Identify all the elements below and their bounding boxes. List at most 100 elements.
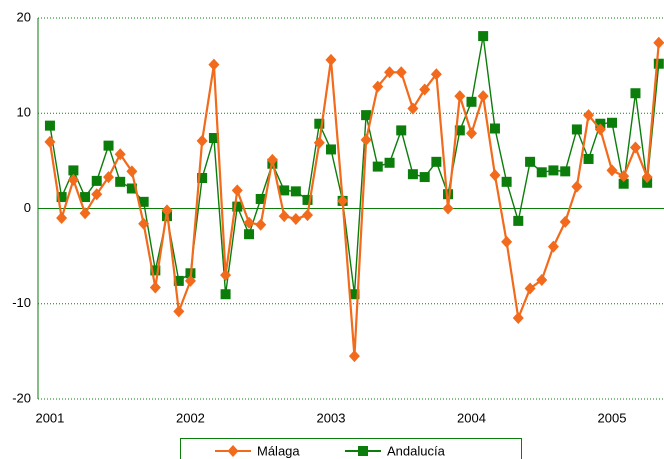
marker: [208, 58, 220, 71]
marker: [313, 136, 325, 149]
marker: [431, 156, 442, 167]
legend: Málaga Andalucía: [215, 443, 446, 458]
series-layer: [44, 31, 664, 363]
marker: [583, 153, 594, 164]
marker: [197, 173, 208, 184]
marker: [325, 144, 336, 155]
marker: [44, 120, 55, 131]
series-line: [49, 35, 660, 295]
marker: [161, 204, 173, 217]
marker: [361, 110, 372, 121]
marker: [512, 312, 524, 325]
marker: [419, 172, 430, 183]
marker: [501, 176, 512, 187]
marker: [454, 90, 466, 103]
marker: [430, 68, 442, 81]
x-tick-label: 2003: [317, 410, 346, 425]
legend-box: [180, 438, 522, 459]
marker: [629, 141, 641, 154]
marker: [149, 281, 161, 294]
marker: [56, 212, 68, 225]
y-tick-label: 20: [17, 9, 31, 24]
marker: [114, 148, 126, 161]
marker: [606, 164, 618, 177]
marker: [525, 156, 536, 167]
marker: [91, 188, 103, 201]
marker: [641, 171, 653, 184]
marker: [443, 189, 454, 200]
x-tick-label: 2004: [457, 410, 486, 425]
marker: [513, 215, 524, 226]
marker: [279, 185, 290, 196]
marker: [103, 140, 114, 151]
marker: [302, 194, 313, 205]
marker: [372, 80, 384, 93]
marker: [79, 207, 91, 220]
marker: [173, 275, 184, 286]
marker: [419, 83, 431, 96]
marker: [466, 96, 477, 107]
marker: [44, 135, 56, 148]
marker: [524, 282, 536, 295]
marker: [184, 274, 196, 287]
marker: [536, 273, 548, 286]
marker: [126, 183, 137, 194]
marker: [407, 169, 418, 180]
marker: [559, 215, 571, 228]
marker: [244, 229, 255, 240]
marker: [196, 134, 208, 147]
marker: [56, 192, 67, 203]
marker: [489, 123, 500, 134]
marker: [103, 171, 115, 184]
marker: [91, 175, 102, 186]
marker: [442, 202, 454, 215]
marker: [547, 240, 559, 253]
marker: [630, 88, 641, 99]
marker: [653, 58, 664, 69]
marker: [243, 216, 255, 229]
y-tick-label: 10: [17, 105, 31, 120]
marker: [384, 157, 395, 168]
marker: [349, 289, 360, 300]
marker: [80, 192, 91, 203]
marker: [583, 109, 595, 122]
x-tick-label: 2001: [35, 410, 64, 425]
marker: [255, 193, 266, 204]
marker: [571, 180, 583, 193]
marker: [372, 161, 383, 172]
marker: [138, 196, 149, 207]
marker: [395, 66, 407, 79]
marker: [231, 184, 243, 197]
marker: [607, 117, 618, 128]
marker: [232, 201, 243, 212]
marker: [548, 165, 559, 176]
marker: [618, 178, 629, 189]
marker: [337, 194, 349, 207]
labels: -20 -10 0 10 20 2001 2002 2003 2004 2005: [12, 9, 626, 425]
marker: [454, 125, 465, 136]
marker: [173, 305, 185, 318]
marker: [302, 209, 314, 222]
marker: [594, 123, 606, 136]
marker: [489, 169, 501, 182]
marker: [314, 118, 325, 129]
marker: [358, 446, 368, 456]
marker: [126, 165, 138, 178]
marker: [290, 212, 302, 225]
marker: [465, 127, 477, 140]
marker: [138, 217, 150, 230]
legend-label: Andalucía: [387, 443, 446, 458]
marker: [618, 170, 630, 183]
x-tick-label: 2002: [176, 410, 205, 425]
marker: [150, 265, 161, 276]
marker: [115, 176, 126, 187]
marker: [536, 167, 547, 178]
marker: [571, 124, 582, 135]
marker: [348, 350, 360, 363]
marker: [255, 218, 267, 231]
marker: [266, 153, 278, 166]
x-tick-label: 2005: [598, 410, 627, 425]
marker: [290, 186, 301, 197]
marker: [220, 269, 232, 282]
